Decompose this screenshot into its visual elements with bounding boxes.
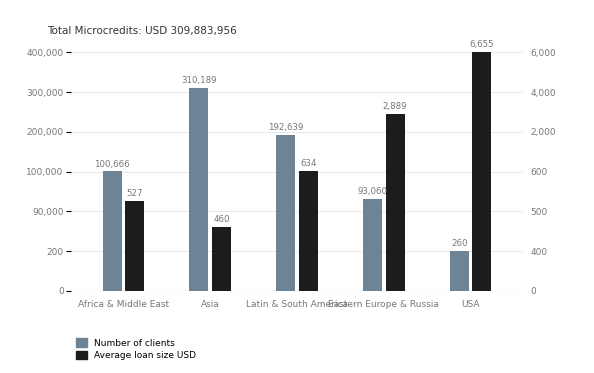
Bar [386,114,405,291]
Bar [299,170,318,291]
Text: 260: 260 [451,239,467,248]
Text: 192,639: 192,639 [268,123,304,132]
Bar [450,251,469,291]
Bar [189,88,208,291]
Text: 634: 634 [300,159,317,168]
Bar [472,52,491,291]
Text: 310,189: 310,189 [181,76,217,85]
Text: 6,655: 6,655 [470,40,494,50]
Text: 93,060: 93,060 [358,187,387,197]
Text: Total Microcredits: USD 309,883,956: Total Microcredits: USD 309,883,956 [48,26,237,36]
Text: 527: 527 [127,189,143,198]
Text: 460: 460 [213,216,230,225]
Text: 2,889: 2,889 [383,102,407,111]
Bar [103,171,122,291]
Legend: Number of clients, Average loan size USD: Number of clients, Average loan size USD [76,338,196,360]
Text: 100,666: 100,666 [94,160,130,169]
Bar [363,199,382,291]
Bar [212,227,231,291]
Bar [276,135,295,291]
Bar [125,201,144,291]
